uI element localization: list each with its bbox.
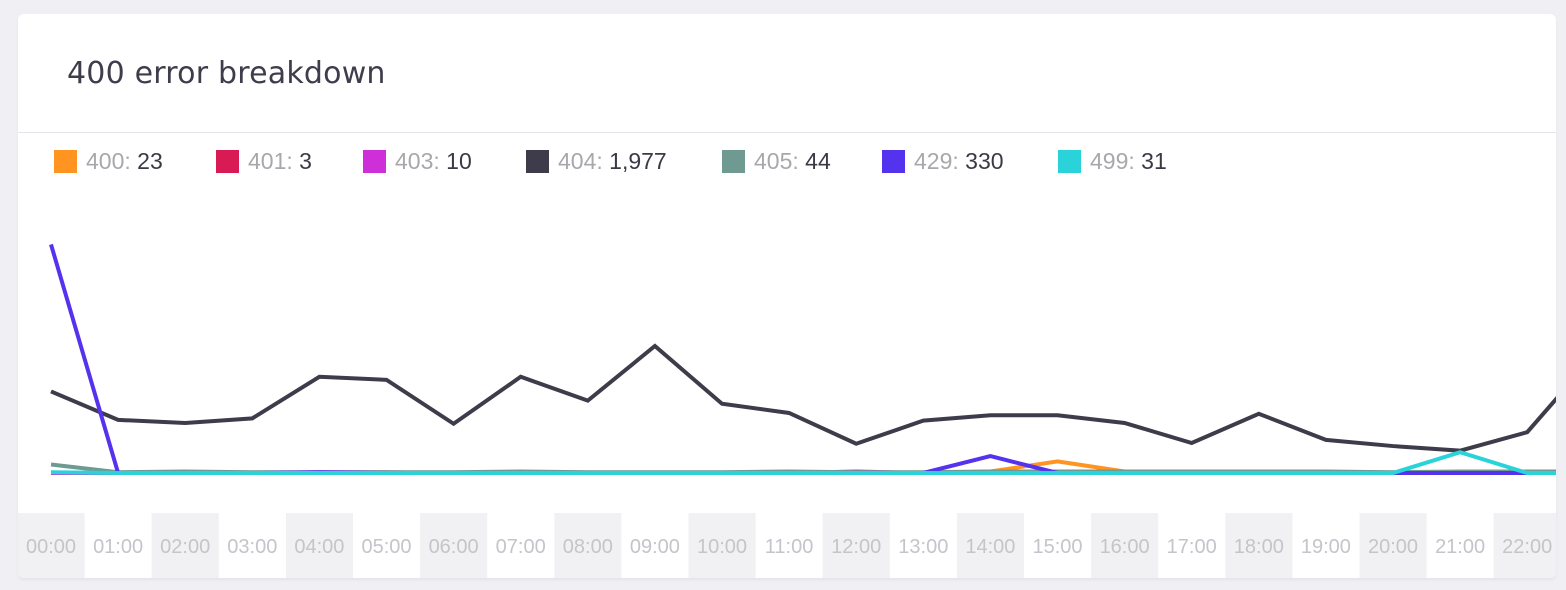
x-tick-label: 11:00 — [765, 536, 814, 558]
x-band — [18, 513, 85, 578]
x-tick-label: 08:00 — [563, 536, 613, 558]
x-tick-label: 17:00 — [1167, 536, 1217, 558]
x-band — [420, 513, 488, 578]
legend-swatch — [722, 150, 745, 173]
x-tick-label: 05:00 — [361, 536, 411, 558]
legend-value: 3 — [299, 148, 312, 174]
legend-value: 10 — [446, 148, 472, 174]
x-tick-label: 22:00 — [1502, 536, 1552, 558]
legend-colon: : — [286, 148, 300, 174]
x-tick-label: 00:00 — [26, 536, 76, 558]
x-band — [1359, 513, 1427, 578]
legend-colon: : — [596, 148, 610, 174]
legend-code: 405 — [754, 148, 793, 174]
x-tick-label: 02:00 — [160, 536, 210, 558]
x-band — [1493, 513, 1556, 578]
series-line-499 — [50, 450, 1556, 475]
legend-value: 1,977 — [609, 148, 667, 174]
legend-item-401[interactable]: 401: 3 — [216, 148, 312, 175]
legend-colon: : — [433, 148, 447, 174]
x-tick-label: 01:00 — [93, 536, 143, 558]
x-tick-label: 15:00 — [1032, 536, 1082, 558]
x-band — [688, 513, 756, 578]
legend-value: 23 — [137, 148, 163, 174]
legend-code: 404 — [558, 148, 597, 174]
legend-code: 429 — [914, 148, 953, 174]
x-tick-label: 18:00 — [1234, 536, 1284, 558]
card-title: 400 error breakdown — [67, 56, 386, 91]
x-tick-label: 14:00 — [965, 536, 1015, 558]
x-band — [151, 513, 219, 578]
legend-code: 400 — [86, 148, 125, 174]
legend-colon: : — [124, 148, 138, 174]
x-tick-label: 04:00 — [294, 536, 344, 558]
x-tick-label: 09:00 — [630, 536, 680, 558]
x-band — [285, 513, 353, 578]
x-tick-label: 21:00 — [1435, 536, 1485, 558]
legend-swatch — [526, 150, 549, 173]
legend-colon: : — [952, 148, 966, 174]
legend-item-429[interactable]: 429: 330 — [882, 148, 1004, 175]
legend-value: 44 — [805, 148, 831, 174]
series-line-404 — [50, 343, 1556, 453]
x-tick-label: 07:00 — [496, 536, 546, 558]
x-tick-label: 13:00 — [898, 536, 948, 558]
legend-item-405[interactable]: 405: 44 — [722, 148, 831, 175]
legend-swatch — [216, 150, 239, 173]
x-band — [1225, 513, 1293, 578]
legend-item-404[interactable]: 404: 1,977 — [526, 148, 667, 175]
legend-swatch — [54, 150, 77, 173]
x-band — [1091, 513, 1159, 578]
legend-item-403[interactable]: 403: 10 — [363, 148, 472, 175]
legend-value: 31 — [1141, 148, 1167, 174]
line-chart: 00:00 01:00 02:00 03:00 04:00 05:00 06:00 07:00… — [18, 243, 1556, 578]
x-tick-label: 12:00 — [831, 536, 881, 558]
x-tick-label: 06:00 — [429, 536, 479, 558]
legend-swatch — [882, 150, 905, 173]
legend-item-499[interactable]: 499: 31 — [1058, 148, 1167, 175]
x-tick-label: 19:00 — [1301, 536, 1351, 558]
x-band — [956, 513, 1024, 578]
x-tick-label: 03:00 — [227, 536, 277, 558]
divider — [18, 132, 1556, 133]
legend-colon: : — [792, 148, 806, 174]
legend-code: 401 — [248, 148, 287, 174]
x-band — [822, 513, 890, 578]
legend-swatch — [363, 150, 386, 173]
legend-swatch — [1058, 150, 1081, 173]
legend-value: 330 — [965, 148, 1004, 174]
x-tick-label: 16:00 — [1100, 536, 1150, 558]
legend: 400: 23 401: 3 403: 10 404: 1,977 405: 44 429… — [54, 148, 1454, 178]
legend-colon: : — [1128, 148, 1142, 174]
x-tick-label: 10:00 — [697, 536, 747, 558]
x-tick-label: 20:00 — [1368, 536, 1418, 558]
legend-code: 499 — [1090, 148, 1129, 174]
x-band — [554, 513, 622, 578]
legend-code: 403 — [395, 148, 434, 174]
error-breakdown-card: 00:00 01:00 02:00 03:00 04:00 05:00 06:00 07:00… — [18, 14, 1556, 578]
legend-item-400[interactable]: 400: 23 — [54, 148, 163, 175]
